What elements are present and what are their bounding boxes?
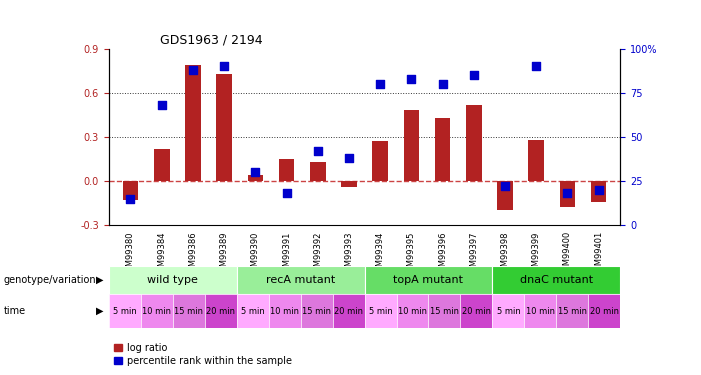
Text: 10 min: 10 min bbox=[526, 307, 555, 316]
Text: time: time bbox=[4, 306, 26, 316]
Bar bbox=[123, 181, 138, 200]
Bar bbox=[341, 181, 357, 187]
Bar bbox=[497, 181, 512, 210]
Text: topA mutant: topA mutant bbox=[393, 275, 463, 285]
Text: 15 min: 15 min bbox=[558, 307, 587, 316]
Bar bbox=[141, 294, 172, 328]
Bar bbox=[109, 266, 237, 294]
Point bbox=[531, 63, 542, 69]
Bar bbox=[428, 294, 461, 328]
Text: 20 min: 20 min bbox=[206, 307, 235, 316]
Bar bbox=[268, 294, 301, 328]
Text: 20 min: 20 min bbox=[590, 307, 619, 316]
Text: GDS1963 / 2194: GDS1963 / 2194 bbox=[160, 33, 262, 46]
Point bbox=[156, 102, 168, 108]
Text: 10 min: 10 min bbox=[270, 307, 299, 316]
Bar bbox=[310, 162, 325, 181]
Point bbox=[343, 155, 355, 161]
Text: 5 min: 5 min bbox=[496, 307, 520, 316]
Text: 15 min: 15 min bbox=[174, 307, 203, 316]
Bar bbox=[279, 159, 294, 181]
Text: ▶: ▶ bbox=[96, 306, 104, 316]
Bar bbox=[588, 294, 620, 328]
Text: 15 min: 15 min bbox=[302, 307, 331, 316]
Bar bbox=[591, 181, 606, 201]
Bar bbox=[492, 266, 620, 294]
Bar bbox=[205, 294, 237, 328]
Bar bbox=[247, 175, 263, 181]
Bar bbox=[529, 140, 544, 181]
Point bbox=[219, 63, 230, 69]
Point bbox=[312, 148, 323, 154]
Text: 10 min: 10 min bbox=[142, 307, 171, 316]
Text: 5 min: 5 min bbox=[240, 307, 264, 316]
Bar bbox=[492, 294, 524, 328]
Text: 5 min: 5 min bbox=[369, 307, 393, 316]
Text: 15 min: 15 min bbox=[430, 307, 459, 316]
Point bbox=[250, 169, 261, 175]
Point bbox=[187, 67, 198, 73]
Text: 20 min: 20 min bbox=[462, 307, 491, 316]
Bar bbox=[372, 141, 388, 181]
Bar bbox=[301, 294, 332, 328]
Bar bbox=[154, 148, 170, 181]
Bar bbox=[435, 118, 450, 181]
Point bbox=[593, 187, 604, 193]
Bar bbox=[404, 110, 419, 181]
Point bbox=[374, 81, 386, 87]
Bar bbox=[109, 294, 141, 328]
Bar bbox=[365, 266, 492, 294]
Bar bbox=[466, 105, 482, 181]
Bar bbox=[237, 266, 365, 294]
Point bbox=[281, 190, 292, 196]
Point bbox=[125, 196, 136, 202]
Text: dnaC mutant: dnaC mutant bbox=[520, 275, 593, 285]
Bar bbox=[237, 294, 268, 328]
Point bbox=[406, 76, 417, 82]
Point bbox=[468, 72, 479, 78]
Bar bbox=[332, 294, 365, 328]
Bar bbox=[185, 65, 200, 181]
Legend: log ratio, percentile rank within the sample: log ratio, percentile rank within the sa… bbox=[114, 343, 292, 366]
Point bbox=[562, 190, 573, 196]
Text: 10 min: 10 min bbox=[398, 307, 427, 316]
Point bbox=[437, 81, 448, 87]
Bar bbox=[461, 294, 492, 328]
Bar bbox=[217, 74, 232, 181]
Text: wild type: wild type bbox=[147, 275, 198, 285]
Bar bbox=[557, 294, 588, 328]
Bar bbox=[365, 294, 397, 328]
Bar bbox=[524, 294, 557, 328]
Bar bbox=[559, 181, 575, 207]
Bar bbox=[172, 294, 205, 328]
Text: recA mutant: recA mutant bbox=[266, 275, 335, 285]
Text: genotype/variation: genotype/variation bbox=[4, 275, 96, 285]
Text: 20 min: 20 min bbox=[334, 307, 363, 316]
Bar bbox=[397, 294, 428, 328]
Text: ▶: ▶ bbox=[96, 275, 104, 285]
Text: 5 min: 5 min bbox=[113, 307, 137, 316]
Point bbox=[499, 183, 510, 189]
